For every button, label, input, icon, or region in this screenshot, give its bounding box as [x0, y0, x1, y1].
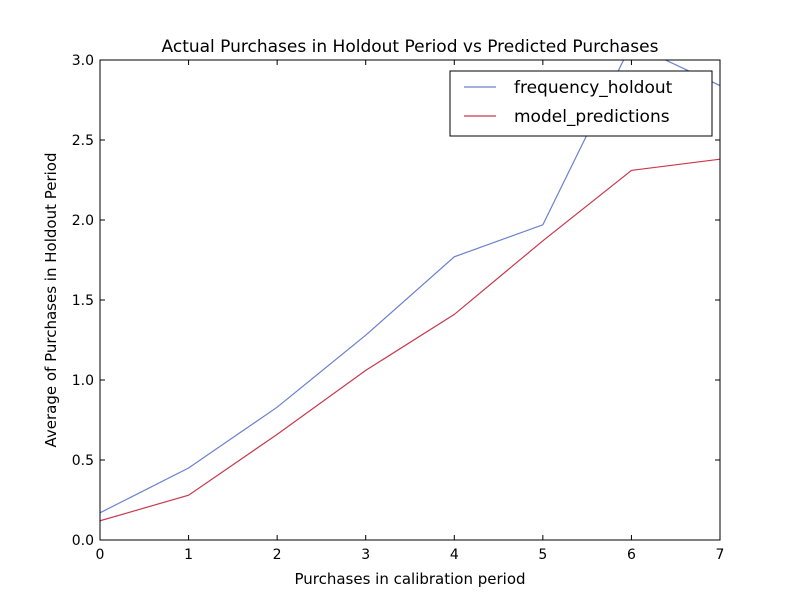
y-tick-label: 0.5: [72, 453, 94, 469]
legend: frequency_holdout model_predictions: [449, 70, 713, 137]
x-tick-label: 4: [450, 547, 459, 563]
x-tick-label: 7: [716, 547, 725, 563]
x-tick-label: 3: [361, 547, 370, 563]
y-tick-label: 2.5: [72, 133, 94, 149]
x-tick-label: 5: [538, 547, 547, 563]
y-tick-label: 3.0: [72, 53, 94, 69]
y-tick-label: 1.5: [72, 293, 94, 309]
legend-label-model-predictions: model_predictions: [514, 107, 670, 127]
legend-box: [449, 70, 713, 137]
chart-title: Actual Purchases in Holdout Period vs Pr…: [162, 37, 659, 57]
x-tick-label: 1: [184, 547, 193, 563]
x-tick-label: 6: [627, 547, 636, 563]
x-tick-label: 2: [273, 547, 282, 563]
x-axis-label: Purchases in calibration period: [294, 570, 525, 588]
y-tick-label: 0.0: [72, 533, 94, 549]
series-line-model-predictions: [100, 158, 720, 522]
y-axis: 0.0 0.5 1.0 1.5 2.0 2.5 3.0: [72, 53, 720, 549]
x-axis: 0 1 2 3 4 5 6 7: [96, 60, 725, 563]
y-tick-label: 2.0: [72, 213, 94, 229]
legend-label-frequency-holdout: frequency_holdout: [514, 78, 673, 98]
y-axis-label: Average of Purchases in Holdout Period: [42, 153, 60, 448]
x-tick-label: 0: [96, 547, 105, 563]
y-tick-label: 1.0: [72, 373, 94, 389]
